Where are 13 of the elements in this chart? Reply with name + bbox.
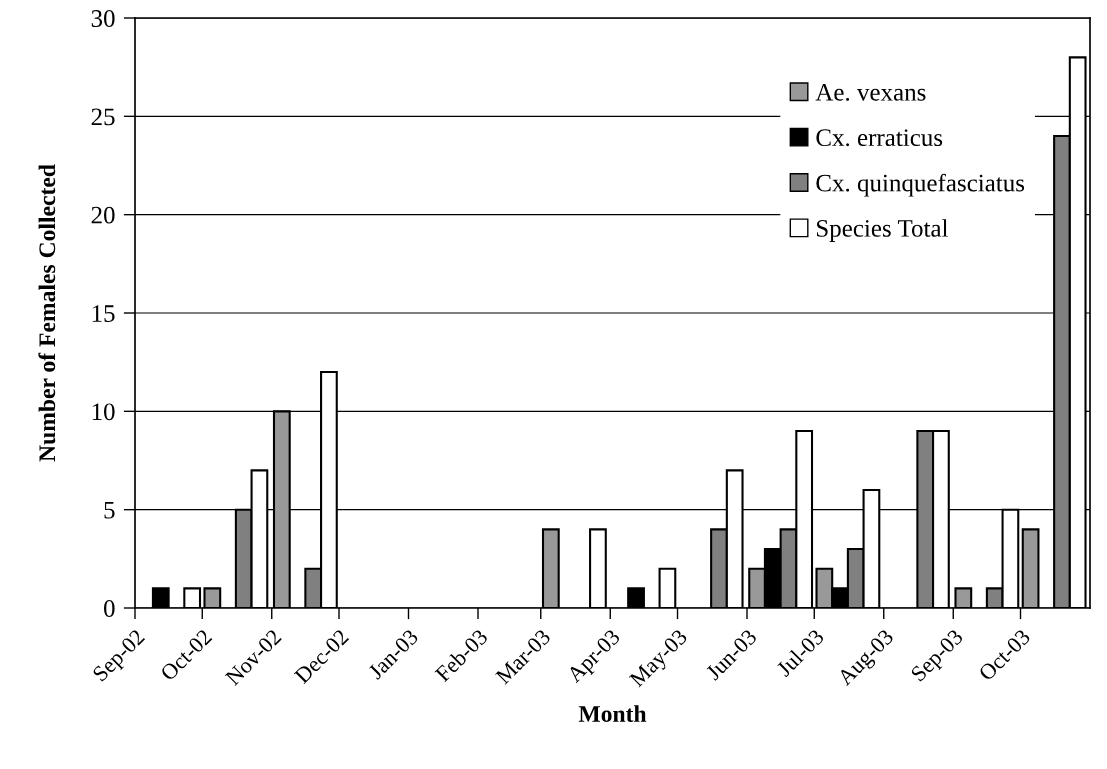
y-tick-label: 25	[91, 108, 115, 126]
legend-label: Cx. erraticus	[816, 129, 943, 147]
y-axis-title: Number of Females Collected	[38, 164, 56, 462]
y-tick-label: 5	[104, 501, 115, 519]
y-tick-label: 10	[92, 403, 115, 421]
y-tick-label: 30	[91, 10, 115, 27]
legend-label: Ae. vexans	[815, 84, 926, 101]
x-axis-title: Month	[578, 705, 647, 722]
legend-label: Cx. quinquefasciatus	[816, 173, 1025, 197]
y-tick-label: 20	[91, 206, 115, 224]
y-tick-label: 0	[104, 600, 115, 617]
legend-label: Species Total	[816, 219, 948, 242]
y-tick-label: 15	[92, 305, 115, 322]
